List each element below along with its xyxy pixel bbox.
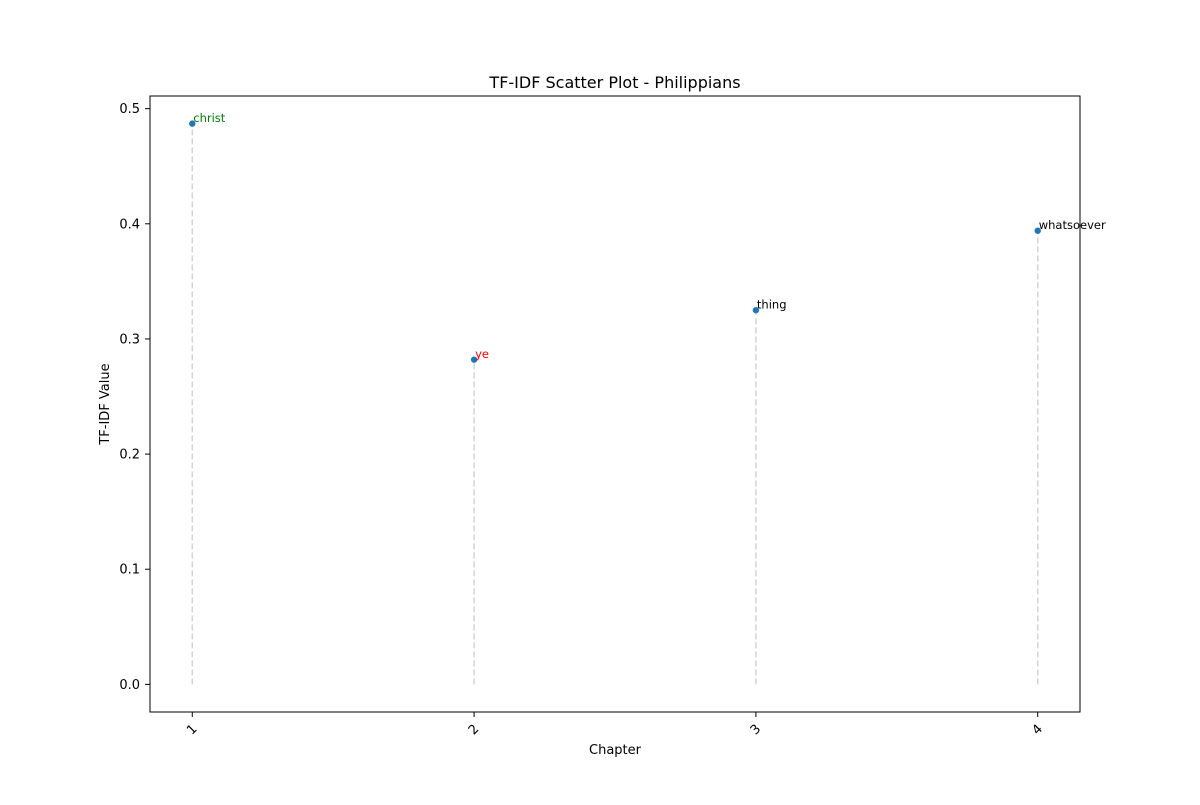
x-axis: 1 2 3 4 [184,712,1046,738]
y-tick-label: 0.4 [119,217,140,232]
x-tick-label: 4 [1029,722,1045,738]
y-tick-label: 0.5 [119,102,140,117]
point-label: christ [193,111,226,125]
y-axis: 0.0 0.1 0.2 0.3 0.4 0.5 [119,102,150,693]
x-axis-label: Chapter [589,743,642,758]
x-tick-label: 1 [184,722,200,738]
data-point [189,120,196,127]
point-label: thing [757,298,787,312]
y-tick-label: 0.2 [119,448,140,463]
point-label: ye [475,347,489,361]
y-tick-label: 0.0 [119,678,140,693]
data-point [1034,227,1041,234]
point-labels-layer: christ ye thing whatsoever [193,111,1106,361]
y-axis-label: TF-IDF Value [98,363,113,445]
plot-area-frame [149,95,1081,713]
stems-layer [191,123,1039,685]
chart-title: TF-IDF Scatter Plot - Philippians [488,73,740,92]
point-label: whatsoever [1039,218,1106,232]
y-tick-label: 0.1 [119,563,140,578]
data-point [470,356,478,363]
data-point [752,306,760,314]
y-tick-label: 0.3 [119,332,140,347]
x-tick-label: 2 [466,722,482,738]
points-layer [189,120,1041,363]
x-tick-label: 3 [748,722,764,738]
